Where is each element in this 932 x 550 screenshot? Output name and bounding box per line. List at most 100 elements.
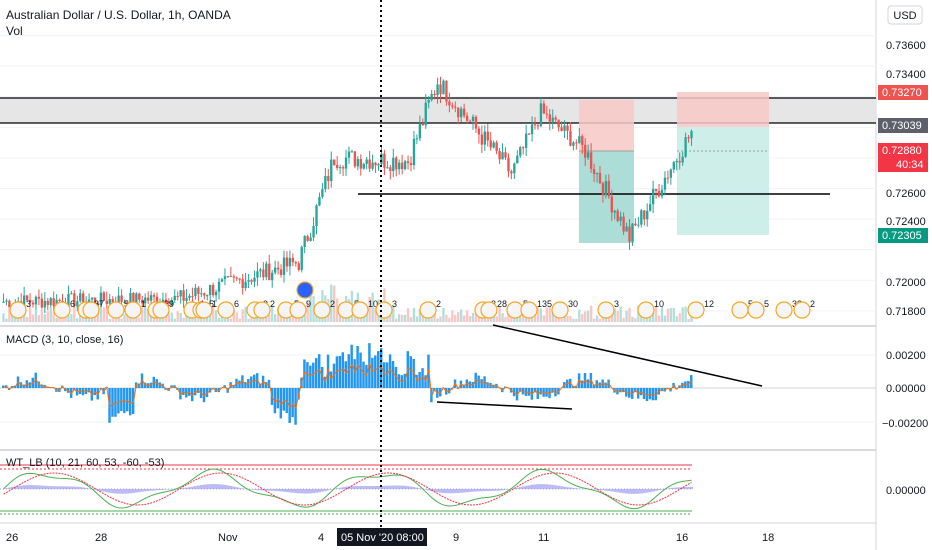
wt-area-bar xyxy=(456,489,460,493)
position-2-stop-zone[interactable] xyxy=(677,92,769,127)
candle-body xyxy=(155,296,159,305)
wt-area-bar xyxy=(37,485,41,489)
wt-area-bar xyxy=(285,489,289,493)
wt-area-bar xyxy=(99,489,103,492)
wt-area-bar xyxy=(563,486,567,489)
candle-body xyxy=(578,136,581,144)
candle-body xyxy=(569,130,572,146)
volume-bar xyxy=(498,306,501,322)
wt-area-bar xyxy=(117,489,121,494)
candle-body xyxy=(560,127,563,131)
candle-body xyxy=(229,276,233,278)
volume-bar xyxy=(448,317,451,322)
volume-bar xyxy=(135,314,138,322)
wt-area-bar xyxy=(220,484,224,489)
macd-tick: 0.00200 xyxy=(886,350,926,362)
candle-body xyxy=(306,236,309,241)
volume-bar xyxy=(73,307,76,322)
wt-area-bar xyxy=(669,488,673,489)
macd-bar xyxy=(362,361,365,388)
wt-area-bar xyxy=(427,489,431,491)
currency-button-label[interactable]: USD xyxy=(893,10,916,22)
candle-body xyxy=(595,172,599,175)
position-1-target-zone[interactable] xyxy=(579,151,634,243)
candle-body xyxy=(409,163,413,166)
macd-bar xyxy=(291,388,294,418)
wt-area-bar xyxy=(93,489,97,490)
event-badge-count: 28 xyxy=(497,299,507,309)
candle-body xyxy=(82,293,85,306)
candle-body xyxy=(619,216,622,221)
candle-body xyxy=(123,301,126,303)
wt-area-bar xyxy=(415,487,419,489)
wt-area-bar xyxy=(382,485,386,489)
wt-area-bar xyxy=(433,489,437,492)
candle-body xyxy=(129,292,132,306)
wt-area-bar xyxy=(276,489,280,492)
wt-area-bar xyxy=(185,487,189,489)
candle-body xyxy=(235,277,238,279)
volume-bar xyxy=(87,317,91,322)
volume-bar xyxy=(598,318,602,322)
candle-body xyxy=(203,293,206,296)
wt-area-bar xyxy=(158,489,162,491)
position-1-stop-zone[interactable] xyxy=(579,100,634,151)
wt-area-bar xyxy=(453,489,457,494)
event-badge xyxy=(793,301,811,319)
candle-body xyxy=(250,280,253,282)
candle-body xyxy=(601,183,605,196)
candle-body xyxy=(584,144,587,158)
candle-body xyxy=(368,159,371,169)
macd-bar xyxy=(344,361,347,388)
macd-bar xyxy=(353,359,356,388)
event-badge-count: 3 xyxy=(26,299,31,309)
candle-body xyxy=(209,284,212,296)
candle-body xyxy=(566,125,569,131)
candle-body xyxy=(241,279,244,289)
macd-bar xyxy=(350,344,353,388)
wt-area-bar xyxy=(616,489,620,493)
wt-area-bar xyxy=(344,486,348,489)
wt-area-bar xyxy=(595,489,599,490)
candle-body xyxy=(344,157,348,169)
wt-area-bar xyxy=(255,489,259,491)
wt-area-bar xyxy=(120,489,124,494)
macd-trendline-top[interactable] xyxy=(492,324,763,387)
wt-area-bar xyxy=(143,489,147,492)
position-2-target-zone[interactable] xyxy=(677,127,769,235)
wt-title: WT_LB (10, 21, 60, 53, -60, -53) xyxy=(6,457,164,469)
volume-bar xyxy=(613,308,616,322)
volume-bar xyxy=(25,317,29,322)
candle-body xyxy=(34,296,38,305)
candle-body xyxy=(592,168,596,175)
event-badges[interactable]: 3687512915163259251032228513530310125533… xyxy=(9,281,815,319)
wt-area-bar xyxy=(55,486,59,489)
volume-bar xyxy=(589,305,593,322)
wt-area-bar xyxy=(111,489,115,494)
wt-area-bar xyxy=(385,485,389,489)
candle-body xyxy=(271,272,274,281)
wt-area-bar xyxy=(253,489,256,490)
event-badge-count: 5 xyxy=(764,299,769,309)
macd-bar xyxy=(312,362,315,388)
currency-button[interactable] xyxy=(887,5,923,25)
wt-area-bar xyxy=(96,489,100,491)
candle-body xyxy=(586,152,590,158)
candle-body xyxy=(73,293,76,307)
candle-body xyxy=(460,108,463,118)
macd-trendline-bottom[interactable] xyxy=(436,401,573,410)
candle-body xyxy=(634,223,637,226)
wt-area-bar xyxy=(388,485,392,489)
candle-body xyxy=(424,102,427,126)
volume-bar xyxy=(108,318,111,322)
candle-body xyxy=(108,299,111,304)
volume-bar xyxy=(37,315,41,322)
candle-body xyxy=(152,295,156,297)
candle-body xyxy=(282,257,286,275)
candle-body xyxy=(338,167,342,169)
price-tick: 0.73400 xyxy=(886,69,926,81)
candle-body xyxy=(167,305,171,307)
wt-area-bar xyxy=(524,485,528,489)
volume-bar xyxy=(5,318,8,322)
